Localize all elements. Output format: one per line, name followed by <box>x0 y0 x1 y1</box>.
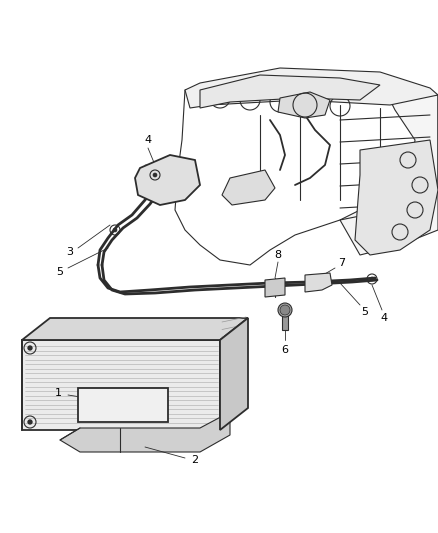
Circle shape <box>28 346 32 350</box>
Polygon shape <box>185 68 438 108</box>
Text: 2: 2 <box>191 455 198 465</box>
Polygon shape <box>222 170 275 205</box>
Polygon shape <box>340 80 438 255</box>
Text: 4: 4 <box>145 135 152 145</box>
Polygon shape <box>265 278 285 297</box>
Circle shape <box>153 173 157 177</box>
Circle shape <box>280 305 290 315</box>
Text: 1: 1 <box>54 388 61 398</box>
Text: 4: 4 <box>381 313 388 323</box>
Polygon shape <box>282 310 288 330</box>
Circle shape <box>278 303 292 317</box>
Polygon shape <box>305 273 332 292</box>
Text: 3: 3 <box>67 247 74 257</box>
Polygon shape <box>78 388 168 422</box>
Polygon shape <box>60 412 230 452</box>
Circle shape <box>113 228 117 232</box>
Text: 5: 5 <box>57 267 64 277</box>
Polygon shape <box>278 92 330 118</box>
Text: 8: 8 <box>275 250 282 260</box>
Polygon shape <box>22 318 248 340</box>
Text: 5: 5 <box>361 307 368 317</box>
Text: 7: 7 <box>339 258 346 268</box>
Polygon shape <box>220 318 248 430</box>
Text: 6: 6 <box>282 345 289 355</box>
Polygon shape <box>135 155 200 205</box>
Circle shape <box>370 277 374 281</box>
Polygon shape <box>355 140 438 255</box>
Polygon shape <box>22 340 220 430</box>
Polygon shape <box>200 75 380 108</box>
Circle shape <box>28 420 32 424</box>
